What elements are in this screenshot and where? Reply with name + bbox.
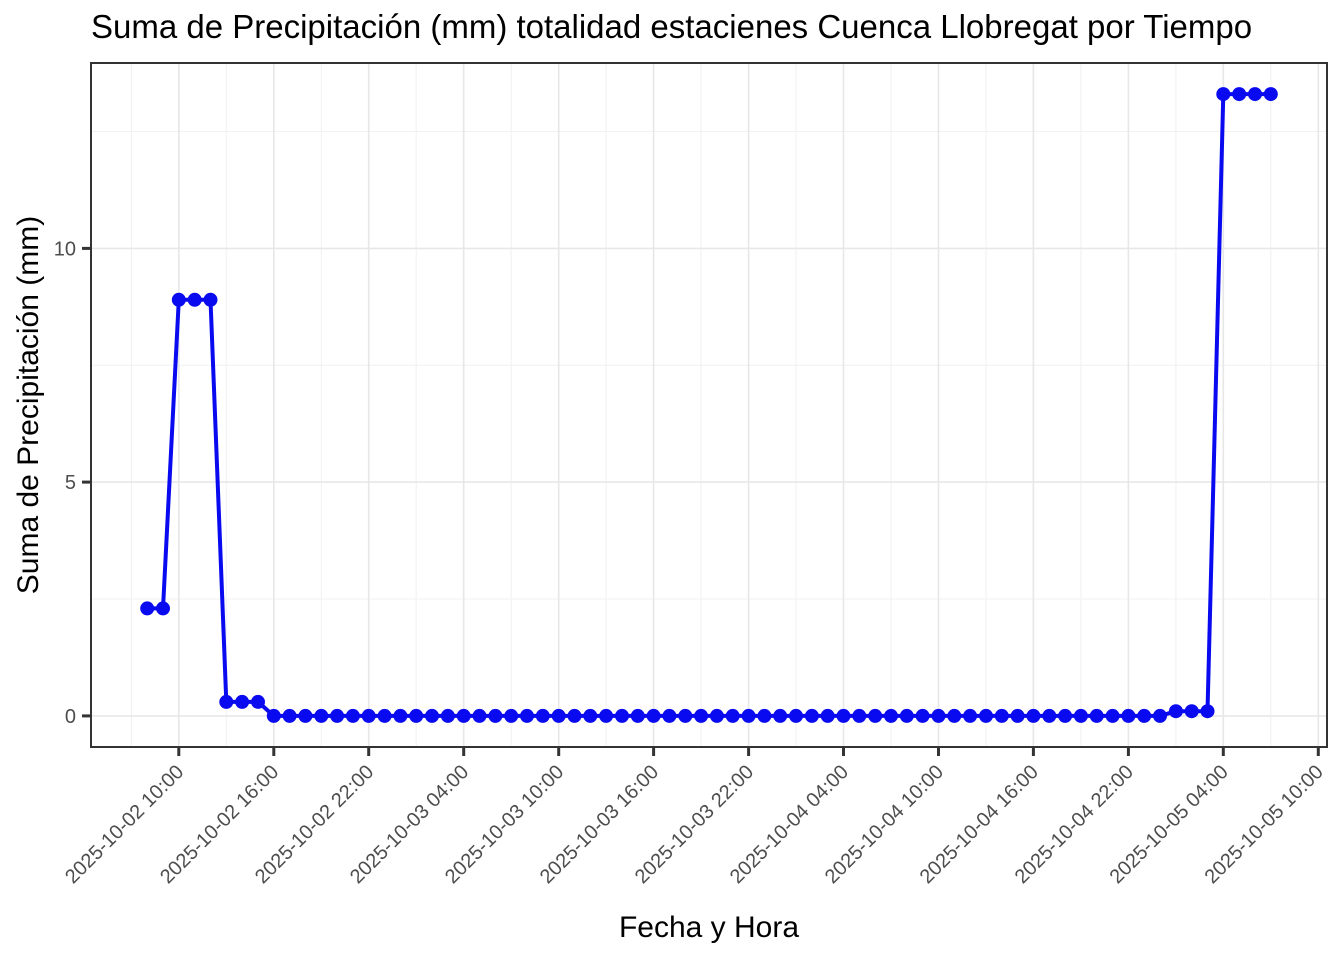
data-series: [140, 87, 1278, 723]
data-point: [219, 694, 234, 709]
data-point: [1042, 708, 1057, 723]
data-point: [884, 708, 898, 723]
data-point: [330, 708, 345, 723]
data-point: [1168, 704, 1183, 719]
data-point: [488, 708, 503, 723]
data-point: [171, 292, 186, 307]
data-point: [646, 708, 661, 723]
data-point: [1153, 708, 1167, 723]
data-point: [899, 708, 914, 723]
data-point: [187, 292, 202, 307]
data-point: [1121, 708, 1136, 723]
data-point: [1232, 87, 1247, 102]
data-point: [1026, 708, 1041, 723]
data-point: [282, 708, 297, 723]
data-point: [963, 708, 978, 723]
data-point: [709, 708, 724, 723]
data-point: [947, 708, 962, 723]
data-point: [409, 708, 424, 723]
data-point: [852, 708, 867, 723]
data-point: [662, 708, 677, 723]
data-point: [440, 708, 455, 723]
data-point: [1058, 708, 1073, 723]
data-point: [1137, 708, 1152, 723]
y-axis-tick-labels: 0 5 10: [54, 238, 76, 728]
data-point: [393, 708, 408, 723]
grid-major-lines: [91, 63, 1327, 747]
x-axis-title: Fecha y Hora: [619, 911, 799, 944]
data-point: [520, 708, 534, 723]
y-tick-label: 5: [65, 472, 76, 494]
data-point: [504, 708, 519, 723]
data-point: [1105, 708, 1120, 723]
data-point: [979, 708, 993, 723]
chart-title: Suma de Precipitación (mm) totalidad est…: [91, 8, 1252, 45]
data-point: [377, 708, 392, 723]
data-point: [1010, 708, 1025, 723]
y-axis-title: Suma de Precipitación (mm): [12, 216, 45, 594]
data-point: [836, 708, 851, 723]
data-point: [251, 694, 265, 709]
data-point: [1263, 87, 1278, 102]
data-point: [725, 708, 740, 723]
data-point: [994, 708, 1009, 723]
data-point: [789, 708, 803, 723]
y-tick-label: 0: [65, 706, 76, 728]
series-line: [145, 92, 1273, 718]
grid-minor-lines: [91, 63, 1327, 747]
data-point: [599, 708, 614, 723]
data-point: [678, 708, 693, 723]
data-point: [931, 708, 946, 723]
data-point: [535, 708, 550, 723]
data-point: [757, 708, 772, 723]
data-point: [361, 708, 376, 723]
y-tick-label: 10: [54, 238, 76, 260]
data-point: [472, 708, 487, 723]
data-point: [314, 708, 329, 723]
data-point: [741, 708, 756, 723]
data-point: [140, 601, 155, 616]
data-point: [915, 708, 930, 723]
panel-border: [90, 62, 1328, 748]
data-point: [456, 708, 471, 723]
data-point: [345, 708, 360, 723]
data-point: [567, 708, 582, 723]
data-point: [820, 708, 835, 723]
data-point: [583, 708, 598, 723]
data-point: [773, 708, 788, 723]
data-point: [1089, 708, 1104, 723]
data-point: [1073, 708, 1088, 723]
data-point: [1248, 87, 1262, 102]
data-point: [694, 708, 709, 723]
data-point: [235, 694, 250, 709]
data-point: [203, 292, 218, 307]
data-point: [1200, 704, 1215, 719]
data-point: [630, 708, 645, 723]
data-point: [615, 708, 629, 723]
data-point: [156, 601, 170, 616]
data-point: [298, 708, 313, 723]
data-point: [868, 708, 883, 723]
data-point: [551, 708, 566, 723]
data-point: [1216, 87, 1231, 102]
data-point: [804, 708, 819, 723]
data-point: [425, 708, 439, 723]
data-point: [266, 708, 281, 723]
data-point: [1184, 704, 1199, 719]
axis-tick-marks: [82, 246, 1320, 756]
